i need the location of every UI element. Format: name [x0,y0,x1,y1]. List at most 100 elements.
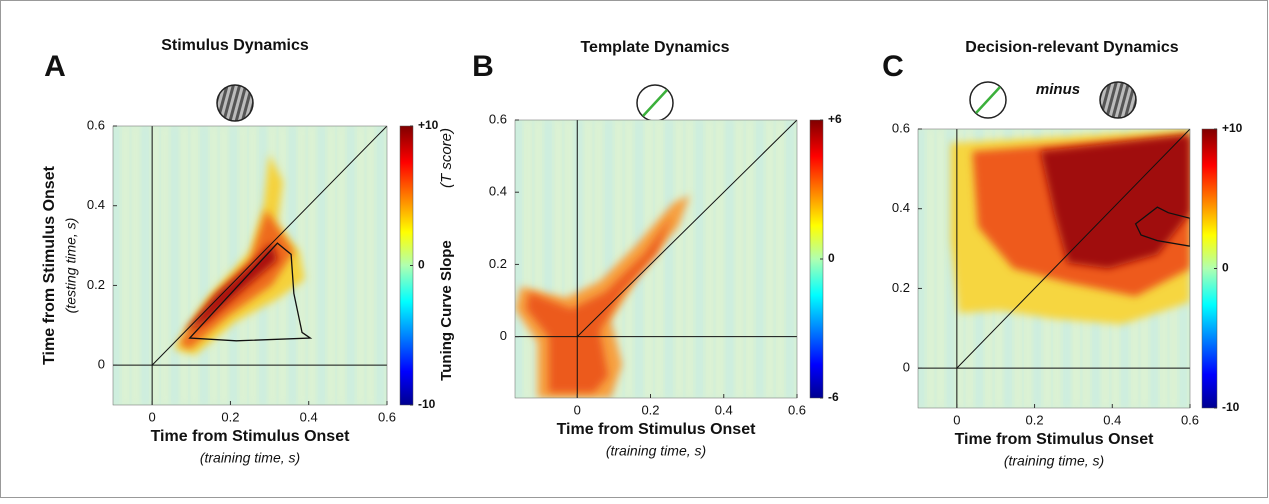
heatmap-texture [786,120,793,398]
colorbar-tick-label: -6 [828,390,839,404]
diagonal [956,129,1190,369]
heatmap-blob [184,243,278,333]
contour [1134,206,1190,247]
heatmap-texture [736,120,743,398]
heatmap-texture [605,120,612,398]
y-tick-label: 0 [98,357,105,372]
colorbar-tick-label: +10 [1222,121,1243,135]
plot-frame [514,119,798,399]
heatmap-texture [367,126,374,405]
x-tick-label: 0.4 [1103,412,1121,427]
x-tick-label: 0.4 [300,409,318,424]
y-tick-label: 0.4 [489,184,507,199]
heatmap-texture [113,126,119,405]
heatmap-texture [766,120,773,398]
heatmap-blob [526,214,673,393]
heatmap-texture [555,120,562,398]
heatmap-texture [706,120,713,398]
heatmap-texture [220,126,227,405]
colorbar-tick-label: -10 [1222,400,1240,414]
x-sublabel: (training time, s) [200,450,300,466]
heatmap-texture [726,120,733,398]
x-label: Time from Stimulus Onset [151,428,351,445]
heatmap-texture [357,126,364,405]
x-tick-label: 0 [574,402,581,417]
y-tick-label: 0.6 [87,117,105,132]
heatmap-texture [918,129,924,408]
heatmap-texture [210,126,217,405]
colorbar-tick-label: 0 [828,251,835,265]
heatmap-texture [308,126,315,405]
x-tick-label: 0.2 [1026,412,1044,427]
y-label: Time from Stimulus Onset [41,165,58,365]
heatmap-texture [152,126,159,405]
x-tick-label: 0.2 [221,409,239,424]
x-label: Time from Stimulus Onset [557,421,757,438]
y-tick-label: 0.2 [892,280,910,295]
y-tick-label: 0.4 [892,200,910,215]
x-tick-label: 0.6 [378,409,396,424]
heatmap-texture [161,126,168,405]
plot-frame [112,125,388,406]
heatmap-texture [947,129,953,408]
heatmap-texture [122,126,129,405]
heatmap-texture [142,126,149,405]
x-tick-label: 0 [953,412,960,427]
x-tick-label: 0.4 [715,402,733,417]
heatmap-texture [746,120,753,398]
colorbar-tick-label: -10 [418,397,436,411]
heatmap-texture [686,120,693,398]
panel-title: Stimulus Dynamics [161,37,309,54]
x-sublabel: (training time, s) [1004,453,1104,469]
heatmap-texture [535,120,542,398]
heatmap-texture [927,129,934,408]
colorbar-tick-label: +6 [828,112,842,126]
icon-text: minus [1036,81,1080,98]
plot-frame [917,128,1191,409]
heatmap [918,129,1190,408]
heatmap-texture [328,126,335,405]
y-tick-label: 0.4 [87,197,105,212]
heatmap-texture [595,120,602,398]
heatmap-texture [525,120,532,398]
heatmap-texture [756,120,763,398]
y-tick-label: 0.6 [489,111,507,126]
heatmap-texture [201,126,207,405]
panel-letter: B [472,50,494,83]
heatmap-texture [716,120,723,398]
grating-icon [216,84,254,122]
heatmap-texture [615,120,622,398]
heatmap-texture [676,120,683,398]
x-sublabel: (training time, s) [606,443,706,459]
colorbar-label: Tuning Curve Slope [438,240,455,381]
y-tick-label: 0.2 [87,277,105,292]
heatmap-texture [181,126,188,405]
x-tick-label: 0.6 [1181,412,1199,427]
y-tick-label: 0.2 [489,256,507,271]
panel-letter: A [44,50,66,83]
grating-icon [1099,81,1137,119]
heatmap-texture [696,120,703,398]
heatmap-texture [656,120,663,398]
heatmap-texture [515,120,522,398]
heatmap-texture [776,120,783,398]
y-tick-label: 0.6 [892,120,910,135]
colorbar-sublabel: (T score) [438,128,455,188]
heatmap-texture [585,120,592,398]
contour [188,242,313,342]
panel-letter: C [882,50,904,83]
heatmap-texture [565,120,572,398]
colorbar-tick-label: 0 [1222,261,1229,275]
template-line [975,86,1001,114]
heatmap-texture [132,126,139,405]
heatmap-blob [173,153,305,355]
y-tick-label: 0 [500,328,507,343]
heatmap-texture [937,129,944,408]
heatmap [113,126,387,405]
colorbar-tick-label: +10 [418,118,439,132]
y-sublabel: (testing time, s) [63,218,79,314]
heatmap-texture [191,126,198,405]
colorbar-tick-label: 0 [418,258,425,272]
